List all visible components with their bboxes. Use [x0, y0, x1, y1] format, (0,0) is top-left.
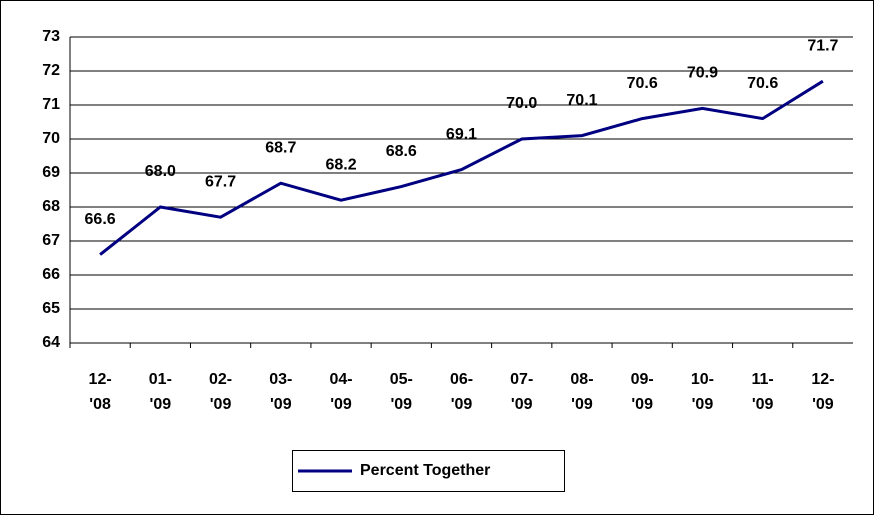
legend-label: Percent Together: [360, 462, 490, 479]
y-tick-label: 73: [42, 28, 60, 45]
data-label: 68.7: [265, 139, 296, 156]
x-tick-label: 08-'09: [570, 371, 594, 413]
data-label: 70.1: [566, 92, 597, 109]
y-tick-label: 70: [42, 130, 60, 147]
data-label: 70.6: [747, 75, 778, 92]
x-tick-label: 03-'09: [269, 371, 293, 413]
data-label: 70.9: [687, 65, 718, 82]
y-tick-label: 67: [42, 232, 60, 249]
x-tick-label: 02-'09: [209, 371, 233, 413]
x-tick-label: 10-'09: [690, 371, 714, 413]
line: [99, 79, 824, 256]
x-tick-label: 06-'09: [449, 371, 474, 413]
x-tick-label: 01-'09: [148, 371, 172, 413]
data-label: 71.7: [807, 37, 838, 54]
x-tick-label: 05-'09: [389, 371, 413, 413]
x-tick-label: 07-'09: [510, 371, 534, 413]
data-label: 69.1: [446, 126, 477, 143]
y-tick-label: 69: [42, 164, 60, 181]
x-tick-label: 12-'09: [811, 371, 835, 413]
data-label: 70.0: [506, 95, 537, 112]
x-tick-label: 09-'09: [630, 371, 654, 413]
y-tick-label: 64: [42, 334, 60, 351]
data-label: 68.2: [325, 156, 356, 173]
data-label: 68.0: [145, 163, 176, 180]
data-label: 66.6: [85, 211, 116, 228]
y-tick-label: 68: [42, 198, 60, 215]
x-tick-label: 11-'09: [751, 371, 774, 413]
data-label: 70.6: [627, 75, 658, 92]
y-tick-label: 72: [42, 62, 60, 79]
y-tick-label: 66: [42, 266, 60, 283]
data-label: 68.6: [386, 143, 417, 160]
x-tick-label: 04-'09: [329, 371, 353, 413]
y-tick-label: 65: [42, 300, 60, 317]
data-label: 67.7: [205, 173, 236, 190]
y-tick-label: 71: [42, 96, 60, 113]
x-tick-label: 12-'08: [88, 371, 112, 413]
